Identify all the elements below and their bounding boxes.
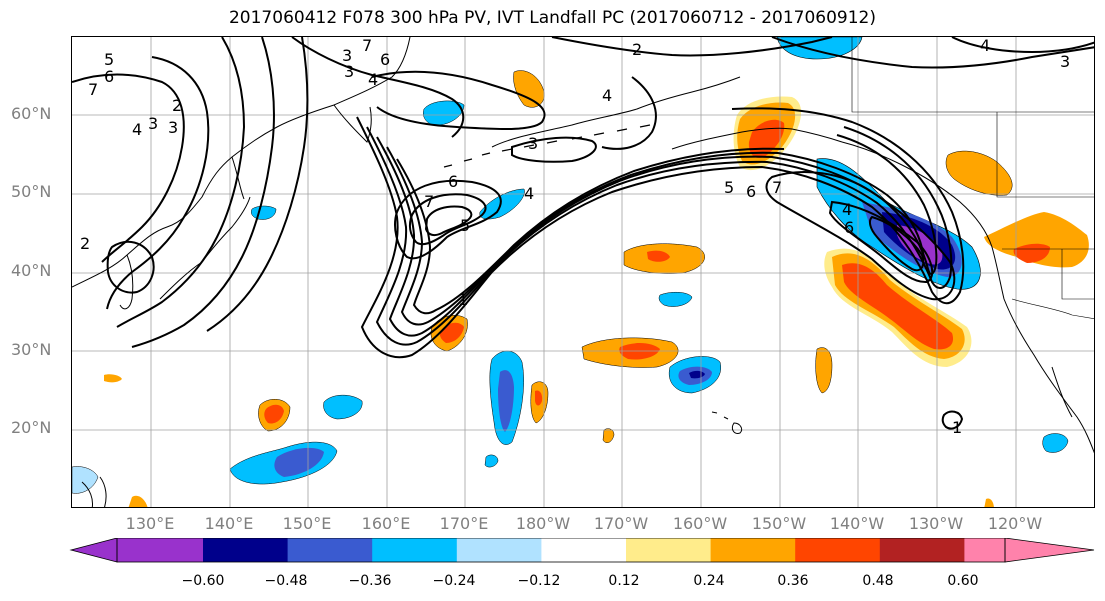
colorbar-segment [117, 538, 203, 562]
lat-lon-grid [72, 37, 1094, 507]
lat-label: 20°N [11, 418, 52, 437]
colorbar-tick-label: 0.60 [947, 573, 979, 589]
contour-label: 6 [380, 50, 390, 69]
coastlines [72, 37, 1094, 507]
colorbar-tick-label: 0.12 [608, 573, 640, 589]
contour-label: 2 [632, 40, 642, 59]
colorbar-tick-label: −0.24 [432, 573, 476, 589]
contour-label: 7 [772, 178, 782, 197]
colorbar-segment [879, 538, 965, 562]
colorbar-segment [710, 538, 796, 562]
colorbar-tick-label: −0.48 [264, 573, 308, 589]
contour-label: 7 [362, 37, 372, 55]
contour-label: 6 [844, 218, 854, 237]
contour-labels: 5 6 7 4 3 2 2 3 4 6 7 2 4 3 3 4 6 7 5 3 … [80, 37, 1070, 437]
lon-label: 120°W [987, 514, 1043, 533]
colorbar-segment [541, 538, 627, 562]
lat-label: 40°N [11, 261, 52, 280]
colorbar-segment [372, 538, 458, 562]
contour-label: 2 [80, 234, 90, 253]
contour-label: 2 [172, 96, 182, 115]
map-title: 2017060412 F078 300 hPa PV, IVT Landfall… [228, 8, 876, 28]
colorbar-segment [626, 538, 712, 562]
lat-label: 30°N [11, 340, 52, 359]
contour-label: 4 [602, 86, 612, 105]
map-canvas: 5 6 7 4 3 2 2 3 4 6 7 2 4 3 3 4 6 7 5 3 … [72, 37, 1094, 507]
contour-label: 3 [342, 46, 352, 65]
contour-label: 3 [168, 118, 178, 137]
contour-label: 7 [88, 80, 98, 99]
map-panel: 5 6 7 4 3 2 2 3 4 6 7 2 4 3 3 4 6 7 5 3 … [71, 36, 1095, 508]
political-borders [851, 37, 1094, 319]
contour-label: 1 [458, 290, 468, 309]
contour-label: 6 [448, 172, 458, 191]
colorbar-segment [795, 538, 881, 562]
colorbar-tick-label: 0.36 [777, 573, 809, 589]
colorbar-tick-label: −0.36 [348, 573, 392, 589]
colorbar-segment [964, 538, 1005, 562]
lon-label: 150°W [751, 514, 807, 533]
contour-label: 7 [424, 192, 434, 211]
contour-label: 3 [1060, 52, 1070, 71]
lat-label: 50°N [11, 182, 52, 201]
contour-label: 5 [724, 178, 734, 197]
contour-label: 3 [148, 114, 158, 133]
lon-label: 180°W [515, 514, 571, 533]
contour-label: 4 [524, 184, 534, 203]
colorbar-segment [456, 538, 542, 562]
colorbar-tick-label: 0.48 [862, 573, 894, 589]
lon-label: 150°E [282, 514, 332, 533]
colorbar-tick-label: 0.24 [693, 573, 725, 589]
lat-label: 60°N [11, 104, 52, 123]
ivt-negative-shading [72, 37, 1069, 494]
contour-label: 3 [344, 62, 354, 81]
contour-label: 5 [104, 50, 114, 69]
lon-label: 160°W [672, 514, 728, 533]
colorbar [69, 538, 1095, 563]
lon-label: 170°W [593, 514, 649, 533]
contour-label: 4 [368, 70, 378, 89]
contour-label: 1 [952, 418, 962, 437]
lon-label: 130°W [908, 514, 964, 533]
contour-label: 4 [842, 200, 852, 219]
colorbar-segment [203, 538, 289, 562]
colorbar-segment [1005, 538, 1094, 562]
contour-label: 5 [460, 216, 470, 235]
lon-label: 140°W [829, 514, 885, 533]
colorbar-outline-right [1004, 538, 1095, 563]
lon-label: 130°E [125, 514, 175, 533]
colorbar-segment [71, 538, 117, 562]
contour-label: 3 [528, 134, 538, 153]
contour-label: 4 [132, 120, 142, 139]
colorbar-segment [287, 538, 373, 562]
contour-label: 6 [746, 182, 756, 201]
lon-label: 170°E [439, 514, 489, 533]
colorbar-tick-label: −0.12 [517, 573, 561, 589]
lon-label: 160°E [361, 514, 411, 533]
contour-label: 4 [980, 37, 990, 55]
lon-label: 140°E [204, 514, 254, 533]
pv-contours [72, 37, 1094, 430]
colorbar-tick-label: −0.60 [181, 573, 225, 589]
contour-label: 6 [104, 67, 114, 86]
colorbar-segments [71, 538, 1094, 562]
